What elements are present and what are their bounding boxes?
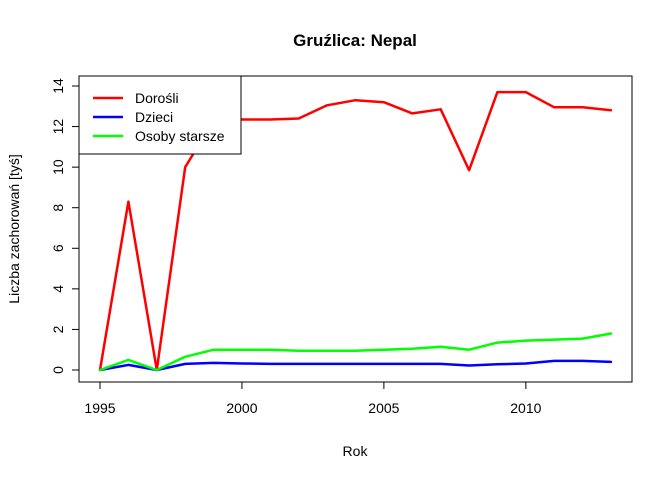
x-tick-label: 2010 bbox=[510, 400, 541, 416]
legend-label-2: Osoby starsze bbox=[135, 128, 225, 144]
y-tick-label: 0 bbox=[50, 366, 66, 374]
legend: Dorośli Dzieci Osoby starsze bbox=[78, 75, 242, 155]
y-tick-label: 4 bbox=[50, 285, 66, 293]
series-line-2 bbox=[98, 332, 613, 372]
x-axis-label: Rok bbox=[343, 443, 369, 459]
legend-label-1: Dzieci bbox=[135, 109, 173, 125]
y-tick-label: 14 bbox=[50, 78, 66, 94]
x-tick-label: 1995 bbox=[84, 400, 115, 416]
chart-title: Gruźlica: Nepal bbox=[293, 31, 417, 50]
y-tick-label: 8 bbox=[50, 204, 66, 212]
legend-box bbox=[78, 75, 242, 155]
series-line-0 bbox=[98, 90, 613, 372]
x-axis: 1995 2000 2005 2010 bbox=[84, 381, 542, 416]
y-tick-label: 6 bbox=[50, 244, 66, 252]
x-tick-label: 2000 bbox=[226, 400, 257, 416]
y-axis-label: Liczba zachorowań [tyś] bbox=[6, 154, 22, 303]
series-lines bbox=[98, 90, 613, 372]
legend-label-0: Dorośli bbox=[135, 90, 179, 106]
series-line-1 bbox=[98, 359, 613, 372]
y-tick-label: 12 bbox=[50, 119, 66, 135]
y-tick-label: 10 bbox=[50, 159, 66, 175]
y-tick-label: 2 bbox=[50, 325, 66, 333]
y-axis: 0 2 4 6 8 10 12 14 bbox=[50, 78, 80, 374]
x-tick-label: 2005 bbox=[368, 400, 399, 416]
